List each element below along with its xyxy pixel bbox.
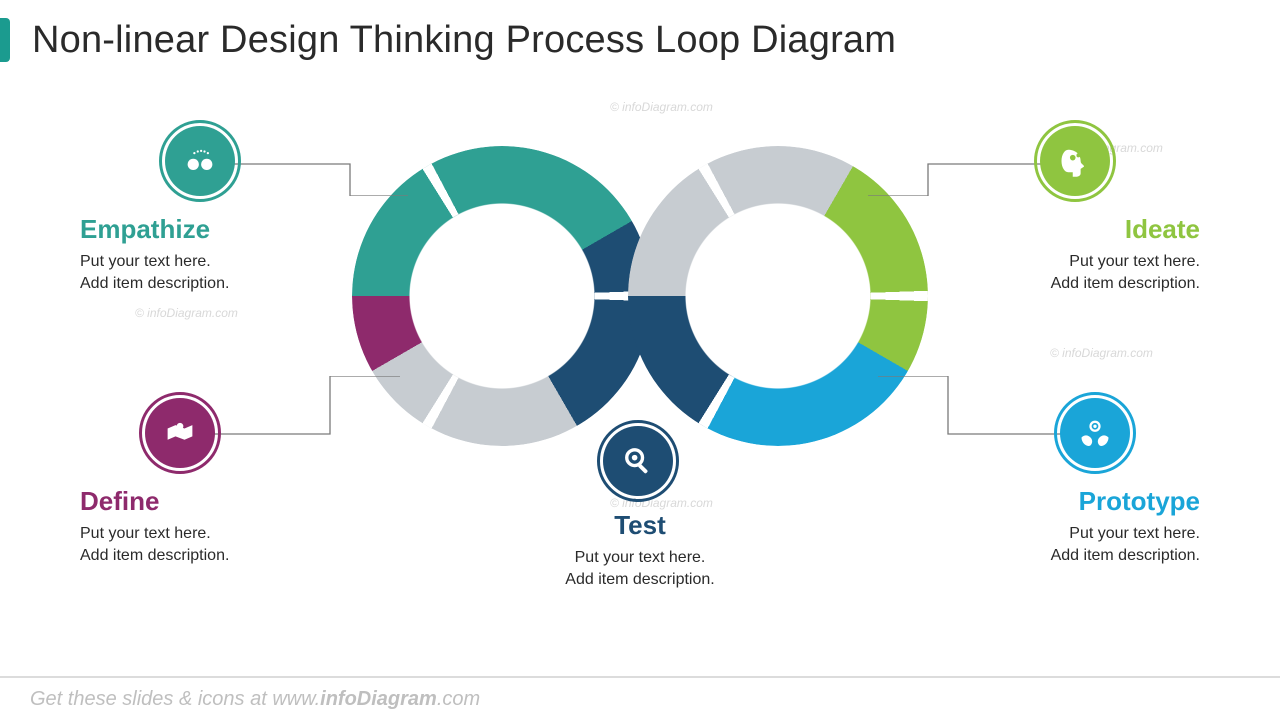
ideate-line1: Put your text here. bbox=[960, 251, 1200, 273]
empathize-line2: Add item description. bbox=[80, 273, 320, 295]
title-bar: Non-linear Design Thinking Process Loop … bbox=[0, 18, 896, 62]
define-label: Define bbox=[80, 486, 320, 517]
prototype-badge bbox=[1060, 398, 1130, 468]
watermark: © infoDiagram.com bbox=[1050, 346, 1153, 360]
define-line2: Add item description. bbox=[80, 545, 320, 567]
footer-prefix: Get these slides & icons at www. bbox=[30, 688, 320, 710]
test-line2: Add item description. bbox=[520, 569, 760, 591]
empathize-label: Empathize bbox=[80, 214, 320, 245]
prototype-label: Prototype bbox=[960, 486, 1200, 517]
prototype-line1: Put your text here. bbox=[960, 523, 1200, 545]
empathize-badge bbox=[165, 126, 235, 196]
empathize-line1: Put your text here. bbox=[80, 251, 320, 273]
ideate-text: Ideate Put your text here. Add item desc… bbox=[960, 214, 1200, 294]
footer-suffix: .com bbox=[437, 688, 480, 710]
footer-bold: infoDiagram bbox=[320, 688, 437, 710]
connector-ideate bbox=[868, 156, 1048, 196]
prototype-line2: Add item description. bbox=[960, 545, 1200, 567]
ideate-line2: Add item description. bbox=[960, 273, 1200, 295]
ideate-badge bbox=[1040, 126, 1110, 196]
test-label: Test bbox=[520, 510, 760, 541]
define-line1: Put your text here. bbox=[80, 523, 320, 545]
connector-empathize bbox=[230, 156, 408, 196]
prototype-text: Prototype Put your text here. Add item d… bbox=[960, 486, 1200, 566]
title-accent bbox=[0, 18, 10, 62]
page-title: Non-linear Design Thinking Process Loop … bbox=[32, 19, 896, 62]
define-text: Define Put your text here. Add item desc… bbox=[80, 486, 320, 566]
infinity-loop bbox=[352, 136, 928, 456]
test-badge bbox=[603, 426, 673, 496]
connector-prototype bbox=[878, 376, 1068, 436]
watermark: © infoDiagram.com bbox=[135, 306, 238, 320]
connector-define bbox=[210, 376, 400, 436]
define-badge bbox=[145, 398, 215, 468]
footer: Get these slides & icons at www.infoDiag… bbox=[0, 676, 1280, 720]
diagram-stage: © infoDiagram.com © infoDiagram.com © in… bbox=[0, 96, 1280, 656]
empathize-text: Empathize Put your text here. Add item d… bbox=[80, 214, 320, 294]
watermark: © infoDiagram.com bbox=[610, 100, 713, 114]
footer-text: Get these slides & icons at www.infoDiag… bbox=[30, 688, 480, 711]
ideate-label: Ideate bbox=[960, 214, 1200, 245]
test-text: Test Put your text here. Add item descri… bbox=[520, 510, 760, 590]
test-line1: Put your text here. bbox=[520, 547, 760, 569]
